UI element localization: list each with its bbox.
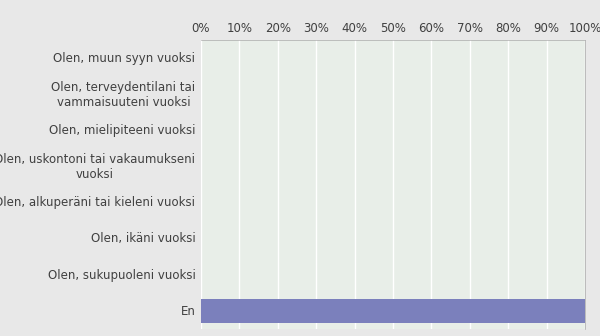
Bar: [201, 299, 585, 323]
